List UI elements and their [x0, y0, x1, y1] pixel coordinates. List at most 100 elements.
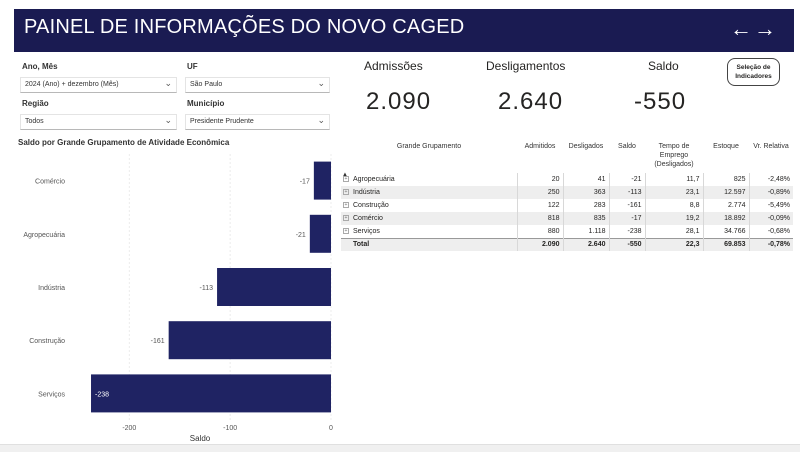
bar	[91, 374, 332, 413]
saldo-label: Saldo	[648, 59, 679, 73]
bar	[217, 268, 331, 306]
table-cell: 34.766	[702, 225, 749, 238]
admissoes-label: Admissões	[364, 59, 423, 73]
category-label: Agropecuária	[23, 232, 65, 239]
table-cell: Agropecuária	[353, 176, 395, 183]
uf-value: São Paulo	[190, 81, 223, 88]
col-header-tempo-emprego[interactable]: Tempo de Emprego (Desligados)	[654, 143, 694, 168]
table-cell: 122	[516, 199, 563, 212]
col-header-saldo[interactable]: Saldo	[618, 143, 636, 150]
desligamentos-value: 2.640	[498, 88, 564, 115]
x-tick-label: -100	[223, 425, 237, 432]
table-cell: 2.090	[516, 237, 563, 251]
table-cell: -238	[608, 225, 645, 238]
ano-mes-label: Ano, Mês	[22, 62, 58, 71]
category-label: Serviços	[38, 391, 65, 398]
municipio-dropdown[interactable]: Presidente Prudente ⌄	[185, 114, 330, 130]
table-cell: Comércio	[353, 215, 383, 222]
expand-icon[interactable]: +	[343, 202, 349, 208]
table-cell: 818	[516, 212, 563, 225]
bar	[168, 321, 331, 360]
table-cell: 363	[562, 186, 609, 199]
data-label: -113	[200, 285, 214, 292]
bottom-scrollbar[interactable]	[0, 444, 800, 452]
category-label: Construção	[29, 338, 65, 345]
table-cell: 18.892	[702, 212, 749, 225]
table-cell: -0,78%	[748, 237, 793, 251]
grupamento-table: Grande Grupamento Admitidos Desligados S…	[341, 140, 793, 251]
ano-mes-value: 2024 (Ano) + dezembro (Mês)	[25, 81, 119, 88]
table-cell: -0,68%	[748, 225, 793, 238]
table-row[interactable]: + Indústria 250 363 -113 23,1 12.597 -0,8…	[341, 186, 793, 199]
table-cell: 1.118	[562, 225, 609, 238]
col-header-grupamento[interactable]: Grande Grupamento	[396, 143, 462, 150]
ano-mes-dropdown[interactable]: 2024 (Ano) + dezembro (Mês) ⌄	[20, 77, 177, 93]
row-label-cell: + Indústria	[341, 186, 517, 199]
table-cell: 28,1	[644, 225, 703, 238]
category-label: Indústria	[38, 285, 65, 292]
table-cell: 41	[562, 173, 609, 186]
table-row[interactable]: + Serviços 880 1.118 -238 28,1 34.766 -0,…	[341, 225, 793, 238]
table-cell: -113	[608, 186, 645, 199]
expand-icon[interactable]: +	[343, 215, 349, 221]
table-row[interactable]: + Construção 122 283 -161 8,8 2.774 -5,49…	[341, 199, 793, 212]
table-cell: 22,3	[644, 237, 703, 251]
x-axis-label: Saldo	[190, 434, 211, 443]
sort-ascending-icon[interactable]: ▲	[342, 172, 348, 178]
col-header-admitidos[interactable]: Admitidos	[524, 143, 556, 150]
forward-arrow-icon[interactable]: →	[754, 16, 776, 41]
uf-dropdown[interactable]: São Paulo ⌄	[185, 77, 330, 93]
data-label: -21	[296, 232, 306, 239]
x-tick-label: -200	[122, 425, 136, 432]
col-header-vr-relativa[interactable]: Vr. Relativa	[753, 143, 789, 150]
expand-icon[interactable]: +	[343, 176, 349, 182]
table-cell: 835	[562, 212, 609, 225]
municipio-label: Município	[187, 99, 225, 108]
table-cell: -0,89%	[748, 186, 793, 199]
page-title: PAINEL DE INFORMAÇÕES DO NOVO CAGED	[24, 16, 465, 38]
regiao-label: Região	[22, 99, 49, 108]
table-cell: 19,2	[644, 212, 703, 225]
table-row[interactable]: + Comércio 818 835 -17 19,2 18.892 -0,09%	[341, 212, 793, 225]
col-header-estoque[interactable]: Estoque	[713, 143, 739, 150]
table-cell: 2.774	[702, 199, 749, 212]
table-cell: 283	[562, 199, 609, 212]
saldo-bar-chart: -200 -100 0 Comércio -17 Agropecuária -21 Indús…	[23, 154, 333, 443]
data-label: -17	[300, 179, 310, 186]
expand-icon[interactable]: +	[343, 228, 349, 234]
table-cell: -5,49%	[748, 199, 793, 212]
table-cell: -0,09%	[748, 212, 793, 225]
saldo-value: -550	[634, 88, 687, 115]
table-row[interactable]: + Agropecuária 20 41 -21 11,7 825 -2,48%	[341, 173, 793, 186]
table-cell: Total	[341, 237, 517, 251]
row-label-cell: + Comércio	[341, 212, 517, 225]
table-total-row: Total 2.090 2.640 -550 22,3 69.853 -0,78…	[341, 237, 793, 251]
chevron-down-icon: ⌄	[164, 78, 172, 88]
table-cell: -2,48%	[748, 173, 793, 186]
x-tick-label: 0	[329, 425, 333, 432]
regiao-dropdown[interactable]: Todos ⌄	[20, 114, 177, 130]
bar	[313, 161, 331, 200]
data-label: -161	[151, 338, 165, 345]
chevron-down-icon: ⌄	[317, 115, 325, 125]
table-cell: Construção	[353, 202, 389, 209]
table-cell: 12.597	[702, 186, 749, 199]
col-header-desligados[interactable]: Desligados	[568, 143, 604, 150]
table-cell: -21	[608, 173, 645, 186]
uf-label: UF	[187, 62, 198, 71]
table-cell: -17	[608, 212, 645, 225]
header-banner: PAINEL DE INFORMAÇÕES DO NOVO CAGED ← →	[14, 9, 794, 52]
chevron-down-icon: ⌄	[164, 115, 172, 125]
bar	[309, 214, 331, 253]
expand-icon[interactable]: +	[343, 189, 349, 195]
table-cell: Serviços	[353, 227, 380, 235]
table-cell: 2.640	[562, 237, 609, 251]
table-cell: 69.853	[702, 237, 749, 251]
row-label-cell: + Agropecuária	[341, 173, 517, 186]
table-cell: 20	[516, 173, 563, 186]
table-cell: 880	[516, 225, 563, 238]
selecao-indicadores-button[interactable]: Seleção de Indicadores	[727, 58, 780, 86]
back-arrow-icon[interactable]: ←	[730, 16, 752, 41]
table-cell: -550	[608, 237, 645, 251]
row-label-cell: + Construção	[341, 199, 517, 212]
